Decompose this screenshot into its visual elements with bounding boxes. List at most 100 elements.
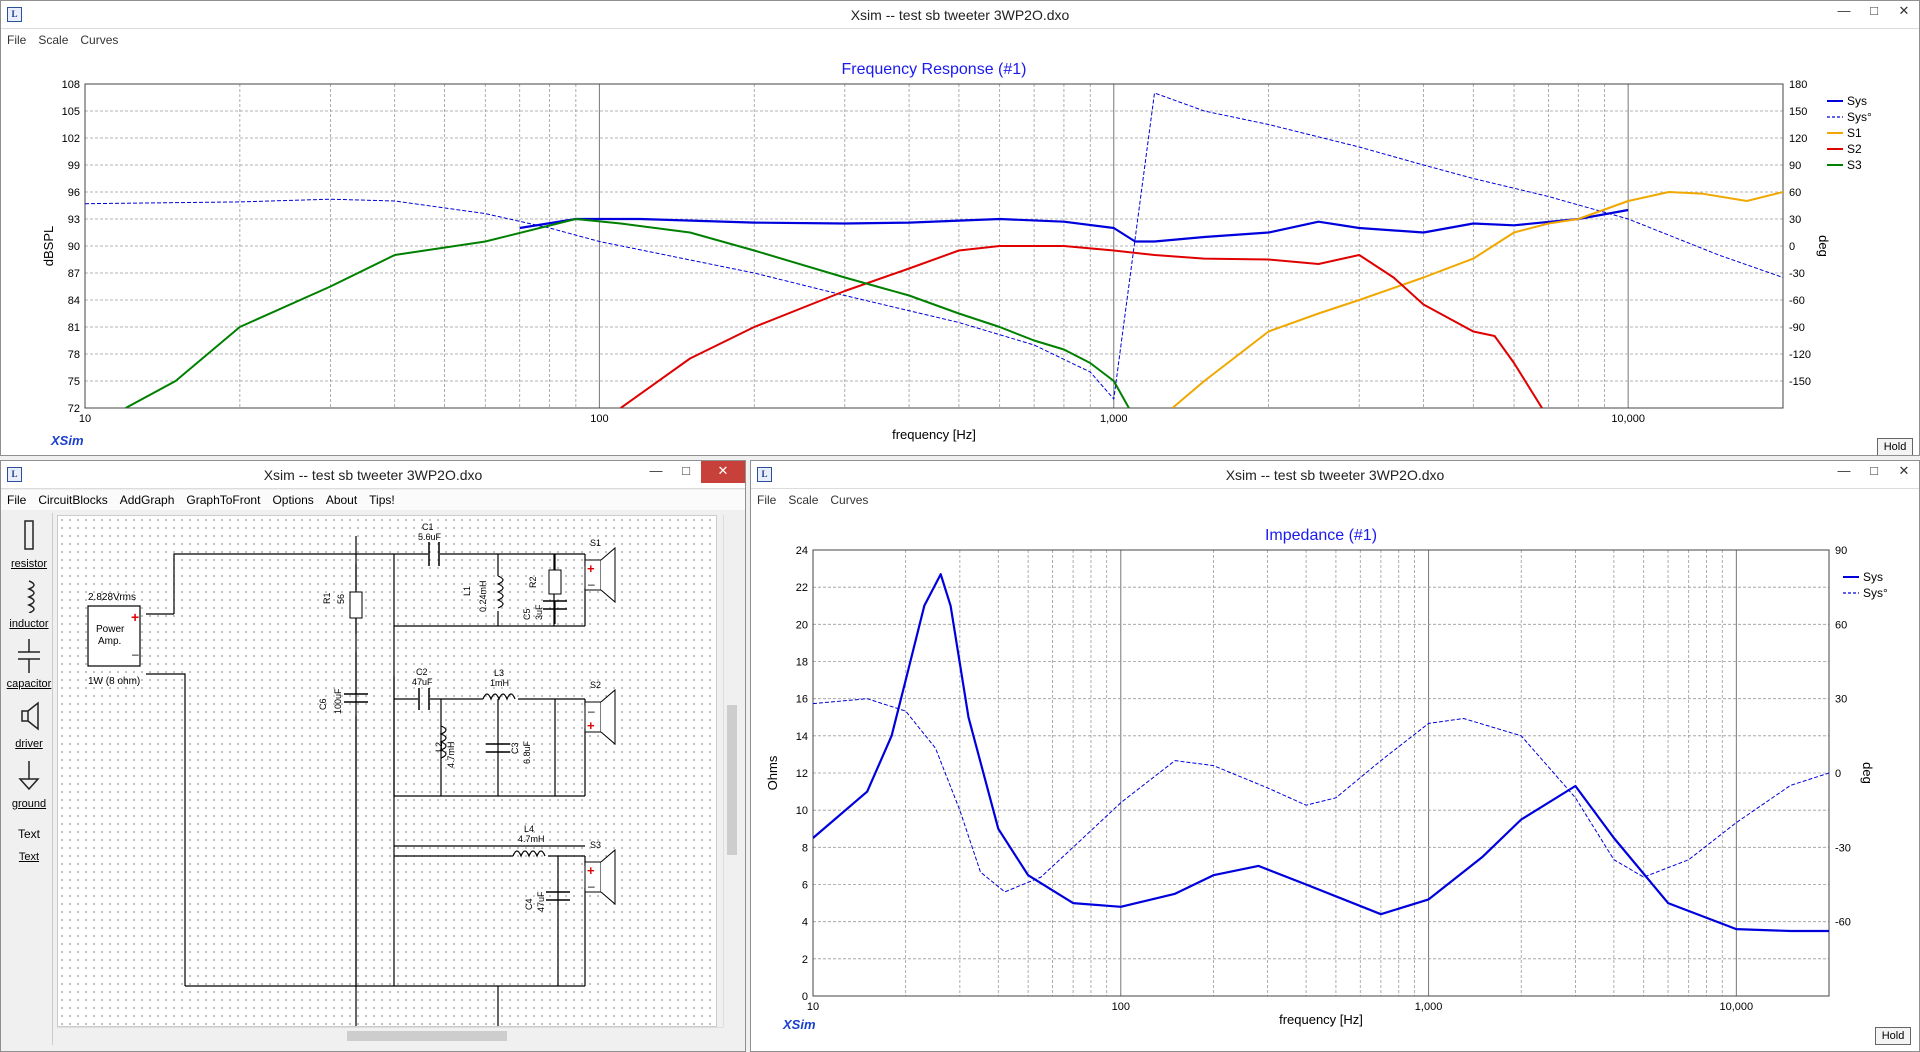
y-tick-label: 78 [68,349,80,361]
y2-tick-label: 180 [1789,79,1807,91]
menu-add-graph[interactable]: AddGraph [119,493,175,507]
c5-label: C5 [522,608,532,620]
menu-options[interactable]: Options [272,493,314,507]
c4-value: 47uF [536,891,546,912]
menu-file[interactable]: File [757,493,777,507]
tool-capacitor[interactable]: capacitor [5,639,53,690]
l3-value: 1mH [490,678,509,688]
c6-label: C6 [318,698,328,710]
resistor-r2 [548,569,562,595]
resistor-icon [24,520,34,550]
maximize-icon[interactable]: □ [1870,3,1878,18]
menu-scale[interactable]: Scale [788,493,819,507]
legend-label: S1 [1847,126,1862,140]
tool-ground[interactable]: ground [5,759,53,810]
maximize-icon[interactable]: □ [1870,463,1878,478]
r1-value: 56 [336,594,346,604]
l1-value: 0.24mH [478,580,488,612]
y2-tick-label: -150 [1789,376,1811,388]
menu-graph-to-front[interactable]: GraphToFront [186,493,261,507]
app-icon[interactable]: L [7,467,22,482]
series-line-s1 [1171,191,1783,408]
menu-curves[interactable]: Curves [830,493,869,507]
vertical-scrollbar[interactable] [723,515,739,1027]
window-title: Xsim -- test sb tweeter 3WP2O.dxo [263,467,483,483]
power-amp-block [87,605,141,667]
inductor-l1 [496,575,504,609]
minimize-icon[interactable]: — [1837,3,1851,18]
c3-value: 6.8uF [522,740,532,764]
y-tick-label: 99 [68,160,80,172]
amp-voltage: 2.828Vrms [88,592,136,603]
scroll-thumb[interactable] [347,1031,507,1041]
y-tick-label: 12 [796,768,808,780]
x-axis-label: frequency [Hz] [892,427,976,442]
capacitor-c6 [344,693,368,703]
y2-tick-label: 30 [1789,214,1801,226]
title-bar[interactable]: L Xsim -- test sb tweeter 3WP2O.dxo — □ … [1,1,1919,29]
close-icon[interactable]: ✕ [1898,3,1910,18]
horizontal-scrollbar[interactable] [57,1027,723,1043]
ground-icon [18,761,40,791]
y-tick-label: 102 [62,133,80,145]
r2-label: R2 [528,576,538,588]
xsim-logo: XSim [51,433,84,448]
menu-curves[interactable]: Curves [80,33,119,47]
svg-text:+: + [587,863,595,878]
schematic-canvas[interactable]: Power Amp. + – 2.828Vrms 1W (8 ohm) R1 5… [57,515,717,1027]
driver-s3[interactable]: + – S3 [584,840,616,906]
y2-tick-label: 150 [1789,106,1807,118]
menu-circuit-blocks[interactable]: CircuitBlocks [38,493,108,507]
maximize-icon[interactable]: □ [682,463,690,478]
driver-s2[interactable]: – + S2 [584,680,616,746]
minimize-icon[interactable]: — [1837,463,1851,478]
menu-file[interactable]: File [7,493,27,507]
capacitor-c1 [428,542,440,566]
l1-label: L1 [462,586,472,596]
title-bar[interactable]: L Xsim -- test sb tweeter 3WP2O.dxo — □ … [1,461,745,489]
inductor-l3 [482,693,516,701]
driver-s1[interactable]: + – S1 [584,538,616,604]
y2-tick-label: 0 [1789,241,1795,253]
menu-scale[interactable]: Scale [38,33,69,47]
tool-inductor[interactable]: inductor [5,579,53,630]
menu-about[interactable]: About [325,493,358,507]
app-icon[interactable]: L [7,7,22,22]
x-tick-label: 10 [79,413,91,425]
l4-value: 4.7mH [518,834,545,844]
y2-tick-label: -30 [1835,842,1851,854]
scroll-thumb[interactable] [727,705,737,855]
y2-axis-label: deg [1816,235,1831,257]
l4-label: L4 [524,824,534,834]
close-icon[interactable]: ✕ [701,461,745,483]
resistor-r1 [349,591,363,619]
tool-text[interactable]: Text Text [5,827,53,863]
grid [812,549,1830,997]
close-icon[interactable]: ✕ [1898,463,1910,478]
menu-tips[interactable]: Tips! [369,493,395,507]
y-tick-label: 87 [68,268,80,280]
component-toolbox: resistor inductor capacitor driver groun… [5,513,53,1045]
y-axis-label: Ohms [765,755,780,790]
series-line-sys [813,698,1829,893]
minimize-icon[interactable]: — [649,463,663,478]
capacitor-c4 [546,891,570,901]
menu-bar: File Scale Curves [1,30,1919,50]
title-bar[interactable]: L Xsim -- test sb tweeter 3WP2O.dxo — □ … [751,461,1919,489]
menu-file[interactable]: File [7,33,27,47]
y-tick-label: 8 [802,842,808,854]
hold-button[interactable]: Hold [1877,438,1913,455]
tool-resistor[interactable]: resistor [5,519,53,570]
l3-label: L3 [494,668,504,678]
x-tick-label: 1,000 [1415,1001,1443,1013]
inductor-icon [26,580,35,614]
tool-driver[interactable]: driver [5,699,53,750]
legend: Sys Sys° [1843,570,1888,600]
svg-text:–: – [588,704,595,718]
menu-bar: File CircuitBlocks AddGraph GraphToFront… [1,490,745,510]
app-icon[interactable]: L [757,467,772,482]
hold-button[interactable]: Hold [1875,1027,1911,1045]
c2-label: C2 [416,667,428,677]
impedance-window: L Xsim -- test sb tweeter 3WP2O.dxo — □ … [750,460,1920,1052]
